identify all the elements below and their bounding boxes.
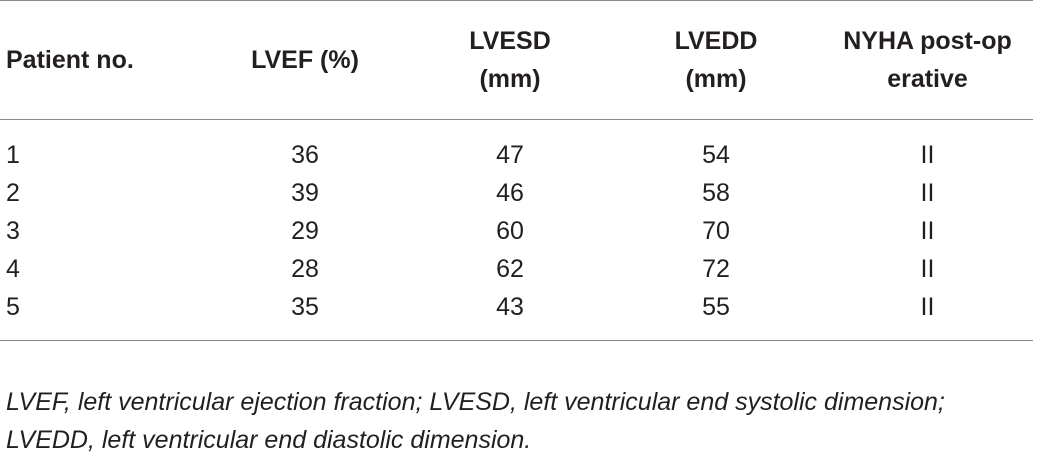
cell-lvesd: 62 [496,255,524,283]
data-table-container: Patient no. LVEF (%) LVESD (mm) LVEDD (m… [0,0,1033,341]
header-lvesd-text: LVESD (mm) [469,27,551,93]
cell-nyha: II [920,179,935,207]
header-lvedd: LVEDD (mm) [610,1,822,120]
cell-lvedd: 55 [702,293,730,321]
cell-patient-no: 4 [6,255,20,283]
header-patient-no: Patient no. [6,46,134,74]
cell-nyha: II [920,141,935,169]
header-nyha-text: NYHA post-operative [843,27,1012,93]
cell-lvesd: 43 [496,293,524,321]
cell-lvedd: 58 [702,179,730,207]
cell-lvesd: 60 [496,217,524,245]
table-row: 4 28 62 72 II [0,250,1033,288]
cell-patient-no: 5 [6,293,20,321]
cell-nyha: II [920,217,935,245]
patient-table: Patient no. LVEF (%) LVESD (mm) LVEDD (m… [0,0,1033,341]
header-lvesd: LVESD (mm) [410,1,610,120]
cell-lvesd: 47 [496,141,524,169]
cell-lvedd: 54 [702,141,730,169]
cell-lvef: 29 [291,217,319,245]
cell-nyha: II [920,255,935,283]
table-header-row: Patient no. LVEF (%) LVESD (mm) LVEDD (m… [0,0,1033,120]
cell-lvef: 39 [291,179,319,207]
header-lvedd-text: LVEDD (mm) [674,27,758,93]
cell-lvesd: 46 [496,179,524,207]
header-lvef: LVEF (%) [251,46,359,74]
table-row: 5 35 43 55 II [0,288,1033,341]
cell-lvef: 36 [291,141,319,169]
cell-patient-no: 2 [6,179,20,207]
cell-nyha: II [920,293,935,321]
cell-lvedd: 70 [702,217,730,245]
cell-lvef: 35 [291,293,319,321]
cell-patient-no: 1 [6,141,20,169]
cell-lvedd: 72 [702,255,730,283]
header-nyha: NYHA post-operative [822,1,1033,120]
table-footnote: LVEF, left ventricular ejection fraction… [6,388,945,454]
cell-patient-no: 3 [6,217,20,245]
table-row: 3 29 60 70 II [0,212,1033,250]
table-row: 1 36 47 54 II [0,120,1033,175]
cell-lvef: 28 [291,255,319,283]
table-row: 2 39 46 58 II [0,174,1033,212]
